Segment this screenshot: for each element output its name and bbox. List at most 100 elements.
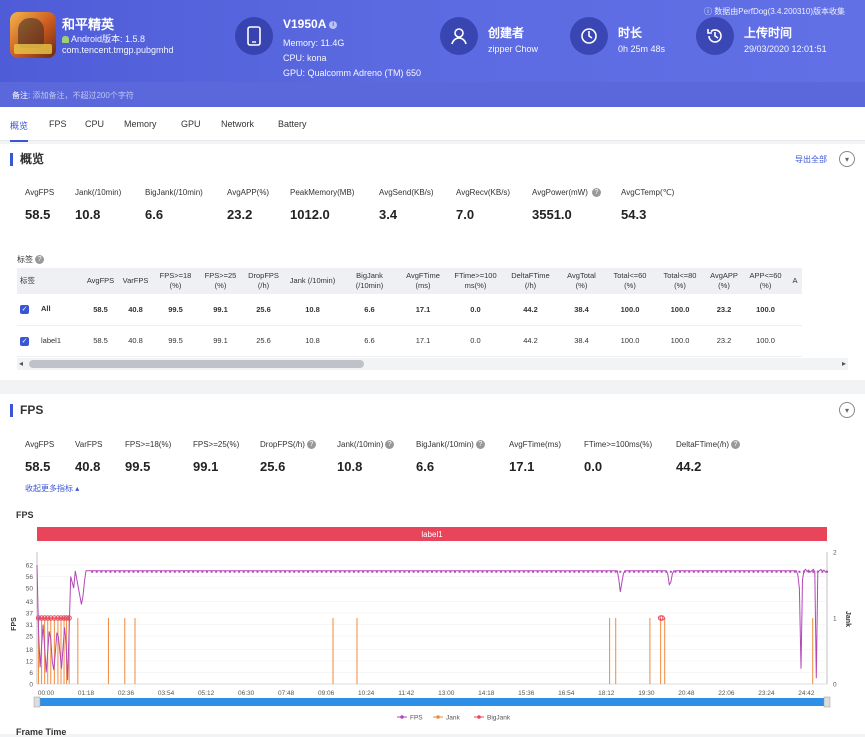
fps-point [747, 570, 750, 573]
x-tick-label: 23:24 [758, 690, 775, 697]
y2-tick-label: 0 [833, 682, 837, 689]
scroll-right-icon[interactable]: ▸ [841, 359, 846, 368]
tab-battery[interactable]: Battery [278, 119, 307, 129]
y-tick-label: 18 [26, 647, 34, 654]
fps-point [444, 570, 447, 573]
fps-point [591, 570, 594, 573]
table-header[interactable]: APP<=60 (%) [743, 268, 788, 294]
fps-point [173, 570, 176, 573]
fps-point [803, 570, 806, 573]
fps-point [205, 570, 208, 573]
table-header[interactable]: FPS>=18 (%) [153, 268, 198, 294]
history-icon [696, 17, 734, 55]
y-tick-label: 6 [29, 670, 33, 677]
fps-section-title: FPS [10, 404, 43, 417]
fps-point [757, 570, 760, 573]
help-icon[interactable]: ? [306, 440, 316, 450]
x-tick-label: 13:00 [438, 690, 455, 697]
upload-title: 上传时间 [744, 26, 793, 40]
fps-point [279, 570, 282, 573]
table-header[interactable]: AvgTotal (%) [558, 268, 605, 294]
collapse-metrics-link[interactable]: 收起更多指标 ▴ [25, 484, 80, 493]
scroll-thumb[interactable] [29, 360, 364, 368]
x-tick-label: 20:48 [678, 690, 695, 697]
table-header[interactable]: 标签 [17, 268, 83, 294]
row-checkbox[interactable]: ✓ [20, 305, 29, 315]
fps-point [150, 570, 153, 573]
horizontal-scrollbar[interactable]: ◂ ▸ [17, 358, 848, 370]
overview-metric-value: 23.2 [227, 207, 253, 222]
table-header[interactable]: BigJank (/10min) [341, 268, 398, 294]
table-cell: 100.0 [605, 325, 655, 357]
device-gpu: GPU: Qualcomm Adreno (TM) 650 [283, 68, 422, 78]
help-icon[interactable]: ? [475, 440, 485, 450]
duration-title: 时长 [618, 26, 643, 40]
fps-point [536, 570, 539, 573]
table-header[interactable]: Total<=80 (%) [655, 268, 705, 294]
fps-point [431, 570, 433, 573]
help-icon[interactable]: ? [385, 440, 395, 450]
table-cell: 6.6 [341, 294, 398, 326]
note-bar[interactable]: 备注: 添加备注，不超过200个字符 [0, 82, 865, 107]
fps-point [701, 570, 704, 573]
help-icon[interactable]: ? [592, 188, 601, 197]
table-header[interactable]: Jank (/10min) [284, 268, 341, 294]
help-icon[interactable]: ? [731, 440, 741, 450]
help-icon[interactable]: ? [35, 255, 45, 265]
table-row[interactable]: ✓ All 58.5 40.8 99.5 99.1 25.6 10.8 6.6 17.1 0.0 44… [17, 294, 802, 326]
collapse-toggle-icon[interactable]: ▾ [839, 151, 855, 167]
table-header[interactable]: DropFPS (/h) [243, 268, 284, 294]
table-header[interactable]: FTime>=100 ms(%) [448, 268, 503, 294]
row-label-cell[interactable]: ✓ label1 [17, 325, 83, 357]
fps-point [720, 570, 723, 573]
app-android-version: Android版本: 1.5.8 [62, 32, 145, 45]
table-header[interactable]: Total<=60 (%) [605, 268, 655, 294]
overview-metric-value: 3551.0 [532, 207, 572, 222]
fps-point [265, 570, 268, 573]
fps-point [210, 570, 213, 573]
upload-value: 29/03/2020 12:01:51 [744, 44, 827, 54]
scroll-left-icon[interactable]: ◂ [19, 359, 24, 368]
fps-point [394, 570, 397, 573]
overview-metric-label: BigJank(/10min) [145, 188, 203, 197]
table-header[interactable]: FPS>=25 (%) [198, 268, 243, 294]
table-cell: 17.1 [398, 325, 448, 357]
table-header[interactable]: DeltaFTime (/h) [503, 268, 558, 294]
fps-point [577, 570, 580, 573]
x-tick-label: 06:30 [238, 690, 255, 697]
table-row[interactable]: ✓ label1 58.5 40.8 99.5 99.1 25.6 10.8 6.6 17.1 0.… [17, 325, 802, 357]
fps-point [555, 570, 558, 573]
fps-point [458, 570, 461, 573]
row-checkbox[interactable]: ✓ [20, 336, 29, 346]
table-cell: 25.6 [243, 325, 284, 357]
info-icon[interactable]: i [329, 20, 338, 29]
y-axis-label: FPS [11, 617, 18, 631]
note-input[interactable]: 添加备注，不超过200个字符 [32, 91, 134, 100]
tab-memory[interactable]: Memory [124, 119, 157, 129]
export-all-link[interactable]: 导出全部 [795, 155, 827, 164]
table-header[interactable]: AvgAPP (%) [705, 268, 743, 294]
table-header[interactable]: A [788, 268, 802, 294]
tab-cpu[interactable]: CPU [85, 119, 105, 129]
frame-time-title: Frame Time [16, 727, 67, 737]
y-tick-label: 62 [26, 563, 34, 570]
creator-title: 创建者 [488, 26, 525, 40]
fps-point [362, 570, 365, 573]
y2-tick-label: 1 [833, 616, 837, 623]
tab-gpu[interactable]: GPU [181, 119, 201, 129]
label-band [37, 527, 827, 541]
fps-collapse-toggle-icon[interactable]: ▾ [839, 402, 855, 418]
tab-network[interactable]: Network [221, 119, 255, 129]
fps-point [499, 570, 502, 573]
fps-metric-value: 99.5 [125, 459, 151, 474]
table-header[interactable]: AvgFTime (ms) [398, 268, 448, 294]
fps-point [329, 570, 332, 573]
row-label-cell[interactable]: ✓ All [17, 294, 83, 326]
table-header[interactable]: VarFPS [118, 268, 153, 294]
tab-fps[interactable]: FPS [49, 119, 67, 129]
table-header[interactable]: AvgFPS [83, 268, 118, 294]
range-slider-track [37, 698, 827, 706]
x-tick-label: 11:42 [398, 690, 414, 697]
tab-overview[interactable]: 概览 [10, 121, 29, 142]
